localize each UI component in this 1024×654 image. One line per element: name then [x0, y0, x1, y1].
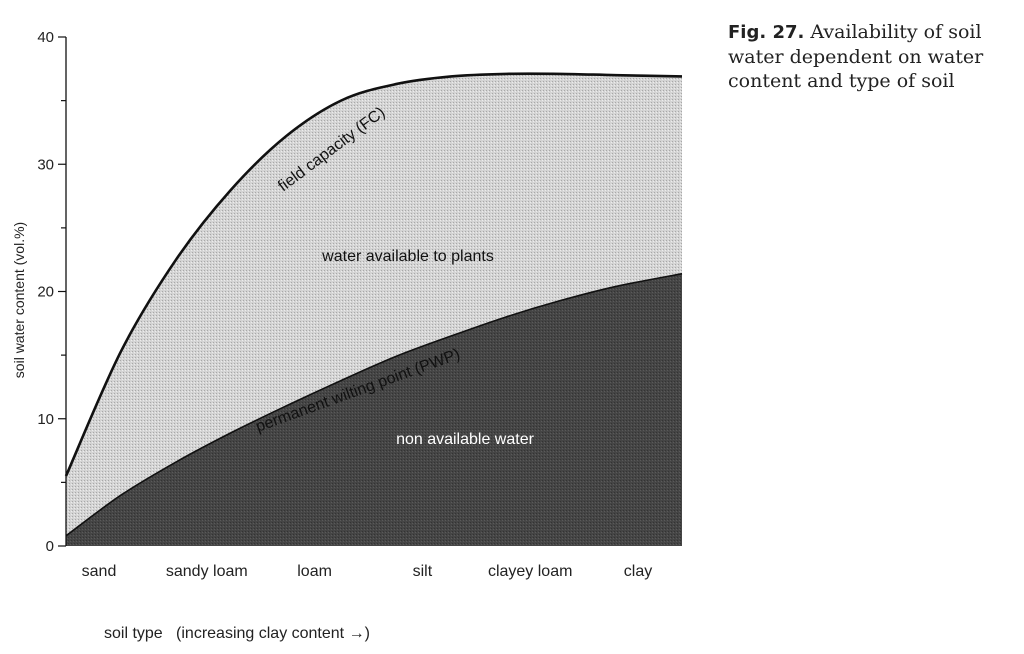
x-category-label: clayey loam: [488, 563, 572, 580]
area-non-available-water: [66, 273, 682, 546]
y-tick-label: 20: [37, 284, 54, 301]
y-tick-label: 30: [37, 156, 54, 173]
x-axis-label: soil type (increasing clay content →): [104, 625, 370, 642]
x-category-labels: sand sandy loam loam silt clayey loam clay: [82, 563, 653, 580]
figure-number: Fig. 27.: [728, 22, 805, 43]
y-tick-label: 0: [46, 538, 54, 555]
x-category-label: clay: [624, 563, 652, 580]
annotation-non-available-water: non available water: [396, 431, 535, 448]
y-tick-label: 10: [37, 411, 54, 428]
x-category-label: silt: [413, 563, 433, 580]
y-axis-label: soil water content (vol.%): [11, 222, 27, 378]
y-ticks: 0 10 20 30 40: [37, 29, 66, 555]
wilting-point-line: [65, 272, 683, 537]
field-capacity-line: [64, 72, 683, 477]
y-tick-label: 40: [37, 29, 54, 46]
figure-caption: Fig. 27. Availability of soil water depe…: [728, 20, 1018, 93]
figure-caption-text: Availability of soil water dependent on …: [728, 21, 984, 92]
annotation-water-available: water available to plants: [321, 248, 494, 265]
x-category-label: sandy loam: [166, 563, 248, 580]
x-category-label: sand: [82, 563, 117, 580]
x-category-label: loam: [297, 563, 332, 580]
